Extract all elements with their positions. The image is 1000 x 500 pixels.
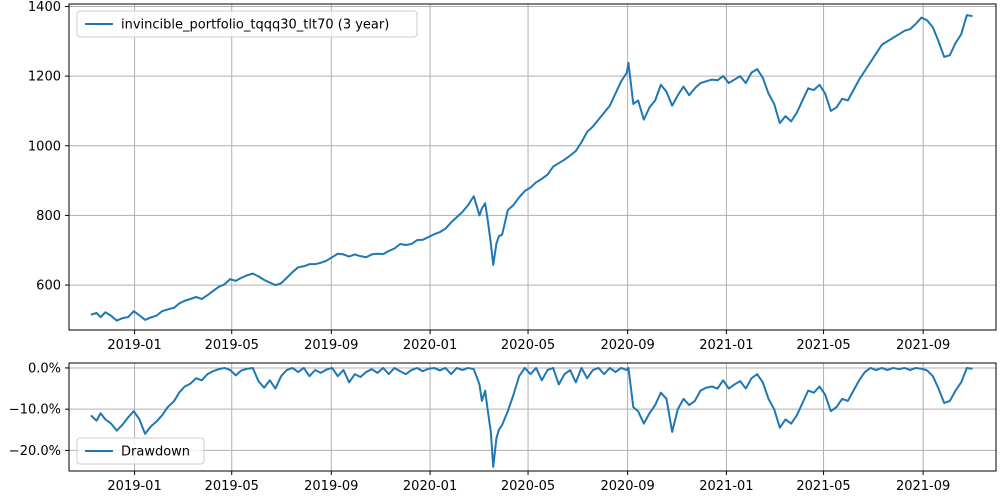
- drawdown-line: [90, 366, 973, 468]
- x-tick-label: 2021-05: [796, 479, 850, 494]
- legend-label: Drawdown: [121, 445, 190, 460]
- y-tick-label: 600: [36, 279, 61, 294]
- y-tick-label: −10.0%: [9, 403, 61, 418]
- x-tick-label: 2019-05: [205, 479, 259, 494]
- x-tick-label: 2020-05: [501, 338, 555, 353]
- x-tick-label: 2020-01: [403, 479, 457, 494]
- x-tick-label: 2019-09: [304, 479, 358, 494]
- legend: invincible_portfolio_tqqq30_tlt70 (3 yea…: [76, 10, 418, 38]
- x-tick-label: 2020-09: [600, 338, 654, 353]
- x-tick-label: 2021-05: [796, 338, 850, 353]
- x-tick-label: 2021-09: [896, 479, 950, 494]
- x-tick-label: 2021-09: [896, 338, 950, 353]
- x-tick-label: 2021-01: [699, 479, 753, 494]
- y-tick-label: 1400: [28, 0, 61, 15]
- x-tick-label: 2021-01: [699, 338, 753, 353]
- price-panel: 2019-01 2019-05 2019-09 2020-01 2020-05 2020-…: [28, 0, 997, 353]
- legend-box: [76, 10, 418, 38]
- portfolio-value-line: [90, 14, 973, 322]
- x-tick-label: 2019-01: [107, 479, 161, 494]
- legend: Drawdown: [76, 437, 205, 465]
- y-tick-label: 0.0%: [28, 361, 61, 376]
- legend-box: [76, 437, 205, 465]
- x-tick-label: 2020-05: [501, 479, 555, 494]
- axes-frame: [68, 362, 997, 472]
- x-tick-label: 2019-01: [107, 338, 161, 353]
- axes-frame: [68, 3, 997, 331]
- y-tick-label: 1000: [28, 139, 61, 154]
- y-tick-label: 1200: [28, 70, 61, 85]
- x-tick-label: 2020-01: [403, 338, 457, 353]
- legend-label: invincible_portfolio_tqqq30_tlt70 (3 yea…: [121, 18, 389, 33]
- y-tick-label: 800: [36, 209, 61, 224]
- x-tick-label: 2020-09: [600, 479, 654, 494]
- drawdown-panel: 2019-01 2019-05 2019-09 2020-01 2020-05 2020-…: [9, 361, 997, 494]
- y-tick-label: −20.0%: [9, 444, 61, 459]
- x-tick-label: 2019-09: [304, 338, 358, 353]
- x-tick-label: 2019-05: [205, 338, 259, 353]
